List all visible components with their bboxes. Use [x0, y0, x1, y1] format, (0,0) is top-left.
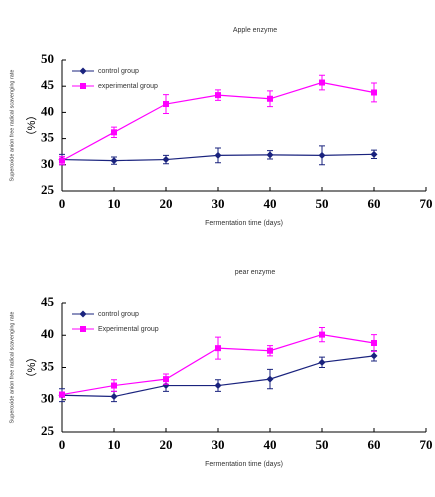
- y-tick-label: 35: [41, 130, 55, 145]
- legend-marker: [80, 326, 86, 332]
- x-tick-label: 70: [420, 437, 433, 452]
- marker: [371, 89, 377, 96]
- legend-label: experimental group: [98, 83, 158, 90]
- marker: [267, 95, 273, 102]
- x-tick-label: 30: [212, 437, 225, 452]
- y-tick-label: 25: [41, 182, 55, 197]
- marker: [318, 151, 326, 159]
- x-tick-label: 60: [368, 196, 381, 211]
- x-tick-label: 50: [316, 437, 329, 452]
- marker: [318, 358, 326, 366]
- marker: [371, 339, 377, 346]
- marker: [163, 376, 169, 383]
- x-axis-label: Fermentation time (days): [205, 461, 283, 468]
- x-tick-label: 30: [212, 196, 225, 211]
- marker: [163, 101, 169, 108]
- x-axis-label: Fermentation time (days): [205, 220, 283, 227]
- legend-marker: [80, 83, 86, 89]
- y-tick-label: 40: [41, 103, 54, 118]
- marker: [111, 382, 117, 389]
- marker: [59, 157, 65, 164]
- y-tick-label: 45: [41, 294, 55, 309]
- legend-label: control group: [98, 68, 139, 75]
- marker: [214, 382, 222, 390]
- y-axis-unit: （%）: [25, 110, 38, 142]
- y-tick-label: 40: [41, 326, 54, 341]
- marker: [319, 331, 325, 338]
- y-tick-label: 45: [41, 77, 55, 92]
- x-tick-label: 40: [264, 437, 277, 452]
- legend-marker: [79, 310, 87, 318]
- legend-label: control group: [98, 311, 139, 318]
- y-axis-label: Superoxide anion free radical scavenging…: [9, 70, 15, 182]
- marker: [319, 79, 325, 86]
- marker: [266, 151, 274, 159]
- y-tick-label: 30: [41, 391, 54, 406]
- y-tick-label: 35: [41, 358, 55, 373]
- marker: [370, 352, 378, 360]
- marker: [215, 92, 221, 99]
- chart-title: Apple enzyme: [233, 27, 277, 34]
- y-axis-label: Superoxide anion free radical scavenging…: [9, 312, 15, 424]
- marker: [370, 150, 378, 158]
- marker: [267, 347, 273, 354]
- marker: [59, 391, 65, 398]
- chart-title: pear enzyme: [235, 269, 276, 276]
- x-tick-label: 60: [368, 437, 381, 452]
- marker: [111, 129, 117, 136]
- marker: [214, 151, 222, 159]
- marker: [266, 375, 274, 383]
- x-tick-label: 50: [316, 196, 329, 211]
- x-tick-label: 20: [160, 437, 173, 452]
- marker: [162, 156, 170, 164]
- y-tick-label: 25: [41, 423, 55, 438]
- x-tick-label: 0: [59, 437, 66, 452]
- marker: [110, 393, 118, 401]
- marker: [215, 345, 221, 352]
- legend-label: Experimental group: [98, 326, 159, 333]
- x-tick-label: 20: [160, 196, 173, 211]
- y-tick-label: 50: [41, 51, 54, 66]
- y-tick-label: 30: [41, 156, 54, 171]
- x-tick-label: 40: [264, 196, 277, 211]
- x-tick-label: 0: [59, 196, 66, 211]
- marker: [110, 157, 118, 165]
- x-tick-label: 10: [108, 437, 121, 452]
- y-axis-unit: （%）: [25, 352, 38, 384]
- x-tick-label: 70: [420, 196, 433, 211]
- legend-marker: [79, 67, 87, 75]
- x-tick-label: 10: [108, 196, 121, 211]
